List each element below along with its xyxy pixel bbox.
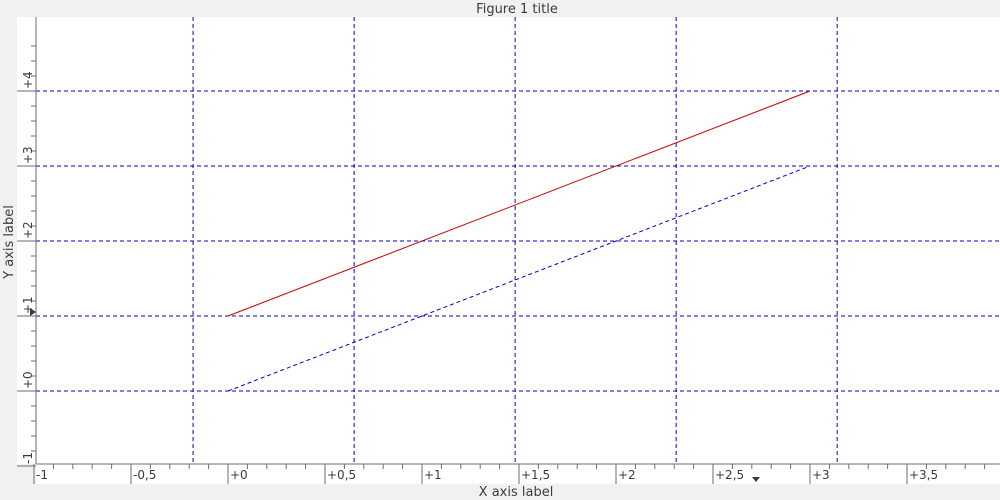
x-axis[interactable] xyxy=(36,464,1000,484)
x-tick-label: +3 xyxy=(812,468,830,482)
y-cursor-marker-icon xyxy=(30,308,36,316)
x-tick-label: +0 xyxy=(230,468,248,482)
plot-area xyxy=(36,17,1000,464)
y-axis-ticks: -1+0+1+2+3+4 xyxy=(17,45,36,467)
x-tick-label: +2,5 xyxy=(715,468,744,482)
grid-layer xyxy=(36,17,1000,464)
y-tick-label: +3 xyxy=(21,146,35,164)
y-tick-label: -1 xyxy=(21,452,35,464)
y-tick-label: +2 xyxy=(21,221,35,239)
x-tick-label: +1 xyxy=(424,468,442,482)
x-axis-label: X axis label xyxy=(479,485,554,500)
x-tick-label: -0,5 xyxy=(133,468,156,482)
x-tick-label: +2 xyxy=(618,468,636,482)
x-axis-ticks: -1 -0,5 +0 +0,5 +1 +1,5 +2 +2,5 +3 +3,5 xyxy=(33,464,986,484)
y-tick-label: +4 xyxy=(21,71,35,89)
x-tick-label: +1,5 xyxy=(521,468,550,482)
y-axis-label: Y axis label xyxy=(2,205,17,280)
series-line-1 xyxy=(227,165,811,392)
x-tick-label: +0,5 xyxy=(327,468,356,482)
x-cursor-marker-icon xyxy=(752,477,760,482)
x-tick-label: -1 xyxy=(36,468,48,482)
x-tick-label: +3,5 xyxy=(909,468,938,482)
chart-title: Figure 1 title xyxy=(476,2,558,17)
series-layer xyxy=(227,90,811,392)
y-tick-label: +0 xyxy=(21,371,35,389)
series-line-0 xyxy=(227,90,811,317)
